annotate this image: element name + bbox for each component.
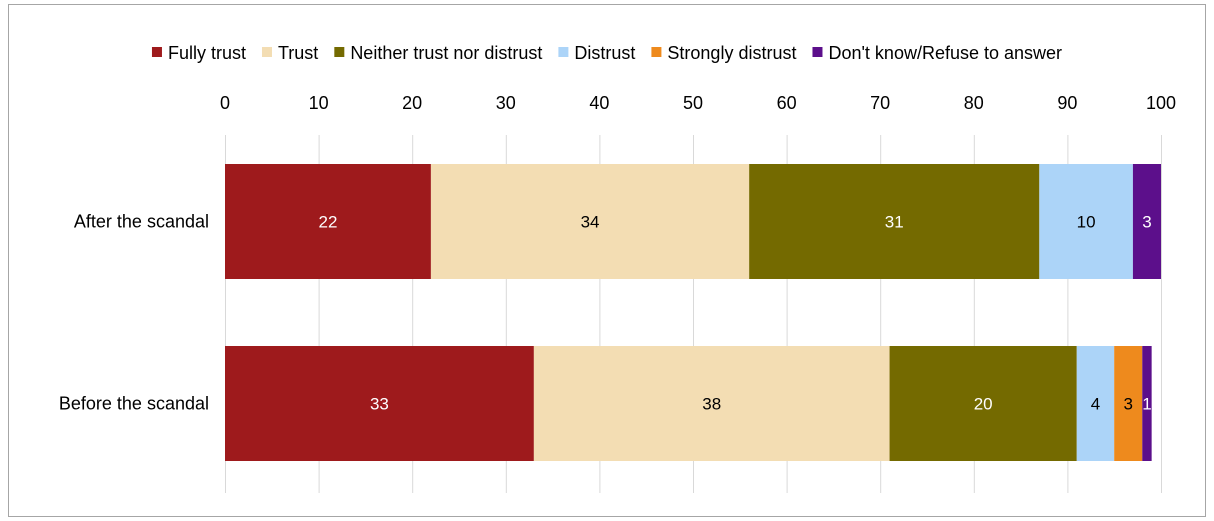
bar-distrust-after-the-scandal [1039, 164, 1133, 279]
legend-swatch-trust [261, 47, 272, 57]
stacked-bar-chart: 22 34 31 10 333 38 20 4 3 1 0 10 20 30 40 50 60 70 80 90 10… [59, 43, 1176, 493]
legend-item-don-t-know-refuse-to-answer: Don't know/Refuse to answer [812, 43, 1062, 63]
legend-swatch-neither-trust-nor-distrust [334, 47, 345, 57]
x-tick-label-70: 70 [870, 93, 890, 113]
legend-swatch-distrust [558, 47, 569, 57]
chart-frame: 22 34 31 10 3 33 38 20 4 3 1 0 10 20 30 40 50 60 70 80 90 10… [8, 4, 1206, 517]
legend-item-trust: Trust [261, 43, 318, 63]
bar-fully-trust-after-the-scandal [225, 164, 431, 279]
x-tick-label-50: 50 [683, 93, 703, 113]
legend: Fully trust Trust Neither trust nor distru… [151, 43, 1062, 63]
data-label-trust-before-the-scandal: 38 [702, 395, 721, 414]
legend-item-neither-trust-nor-distrust: Neither trust nor distrust [334, 43, 542, 63]
data-label-don-t-know-refuse-to-answer-before-the-scandal: 1 [1142, 395, 1151, 414]
x-tick-label-100: 100 [1146, 93, 1176, 113]
data-label-fully-trust-after-the-scandal: 22 [318, 213, 337, 232]
bars: 22 34 31 10 333 38 20 4 3 1 [225, 164, 1161, 461]
legend-label-don-t-know-refuse-to-answer: Don't know/Refuse to answer [828, 43, 1062, 63]
x-tick-label-30: 30 [496, 93, 516, 113]
legend-item-fully-trust: Fully trust [151, 43, 246, 63]
data-label-strongly-distrust-before-the-scandal: 3 [1124, 395, 1133, 414]
legend-label-trust: Trust [278, 43, 318, 63]
x-tick-label-80: 80 [964, 93, 984, 113]
category-label-before-the-scandal: Before the scandal [59, 394, 209, 414]
category-label-after-the-scandal: After the scandal [74, 212, 209, 232]
x-tick-label-40: 40 [589, 93, 609, 113]
bar-don-t-know-refuse-to-answer-after-the-scandal [1132, 164, 1161, 279]
bar-strongly-distrust-before-the-scandal [1114, 346, 1143, 461]
x-tick-label-0: 0 [220, 93, 230, 113]
x-tick-label-90: 90 [1057, 93, 1077, 113]
legend-label-distrust: Distrust [574, 43, 635, 63]
bar-neither-trust-nor-distrust-before-the-scandal [889, 346, 1077, 461]
data-label-neither-trust-nor-distrust-after-the-scandal: 31 [885, 213, 904, 232]
legend-swatch-strongly-distrust [651, 47, 662, 57]
data-label-trust-after-the-scandal: 34 [581, 213, 600, 232]
bar-fully-trust-before-the-scandal [225, 346, 534, 461]
category-labels: After the scandal Before the scandal [59, 212, 209, 414]
bar-trust-after-the-scandal [430, 164, 750, 279]
bar-neither-trust-nor-distrust-after-the-scandal [749, 164, 1040, 279]
bar-distrust-before-the-scandal [1076, 346, 1115, 461]
data-label-neither-trust-nor-distrust-before-the-scandal: 20 [974, 395, 993, 414]
legend-item-distrust: Distrust [558, 43, 635, 63]
x-axis-ticks: 0 10 20 30 40 50 60 70 80 90 100 [220, 93, 1176, 113]
bar-trust-before-the-scandal [533, 346, 890, 461]
legend-label-fully-trust: Fully trust [168, 43, 246, 63]
legend-swatch-don-t-know-refuse-to-answer [812, 47, 823, 57]
legend-item-strongly-distrust: Strongly distrust [651, 43, 796, 63]
data-label-don-t-know-refuse-to-answer-after-the-scandal: 3 [1142, 213, 1151, 232]
legend-swatch-fully-trust [151, 47, 162, 57]
data-label-fully-trust-before-the-scandal: 33 [370, 395, 389, 414]
bar-don-t-know-refuse-to-answer-before-the-scandal [1142, 346, 1152, 461]
legend-label-strongly-distrust: Strongly distrust [667, 43, 796, 63]
x-tick-label-20: 20 [402, 93, 422, 113]
x-tick-label-60: 60 [777, 93, 797, 113]
legend-label-neither-trust-nor-distrust: Neither trust nor distrust [350, 43, 542, 63]
data-label-distrust-after-the-scandal: 10 [1077, 213, 1096, 232]
data-label-distrust-before-the-scandal: 4 [1091, 395, 1100, 414]
x-tick-label-10: 10 [309, 93, 329, 113]
